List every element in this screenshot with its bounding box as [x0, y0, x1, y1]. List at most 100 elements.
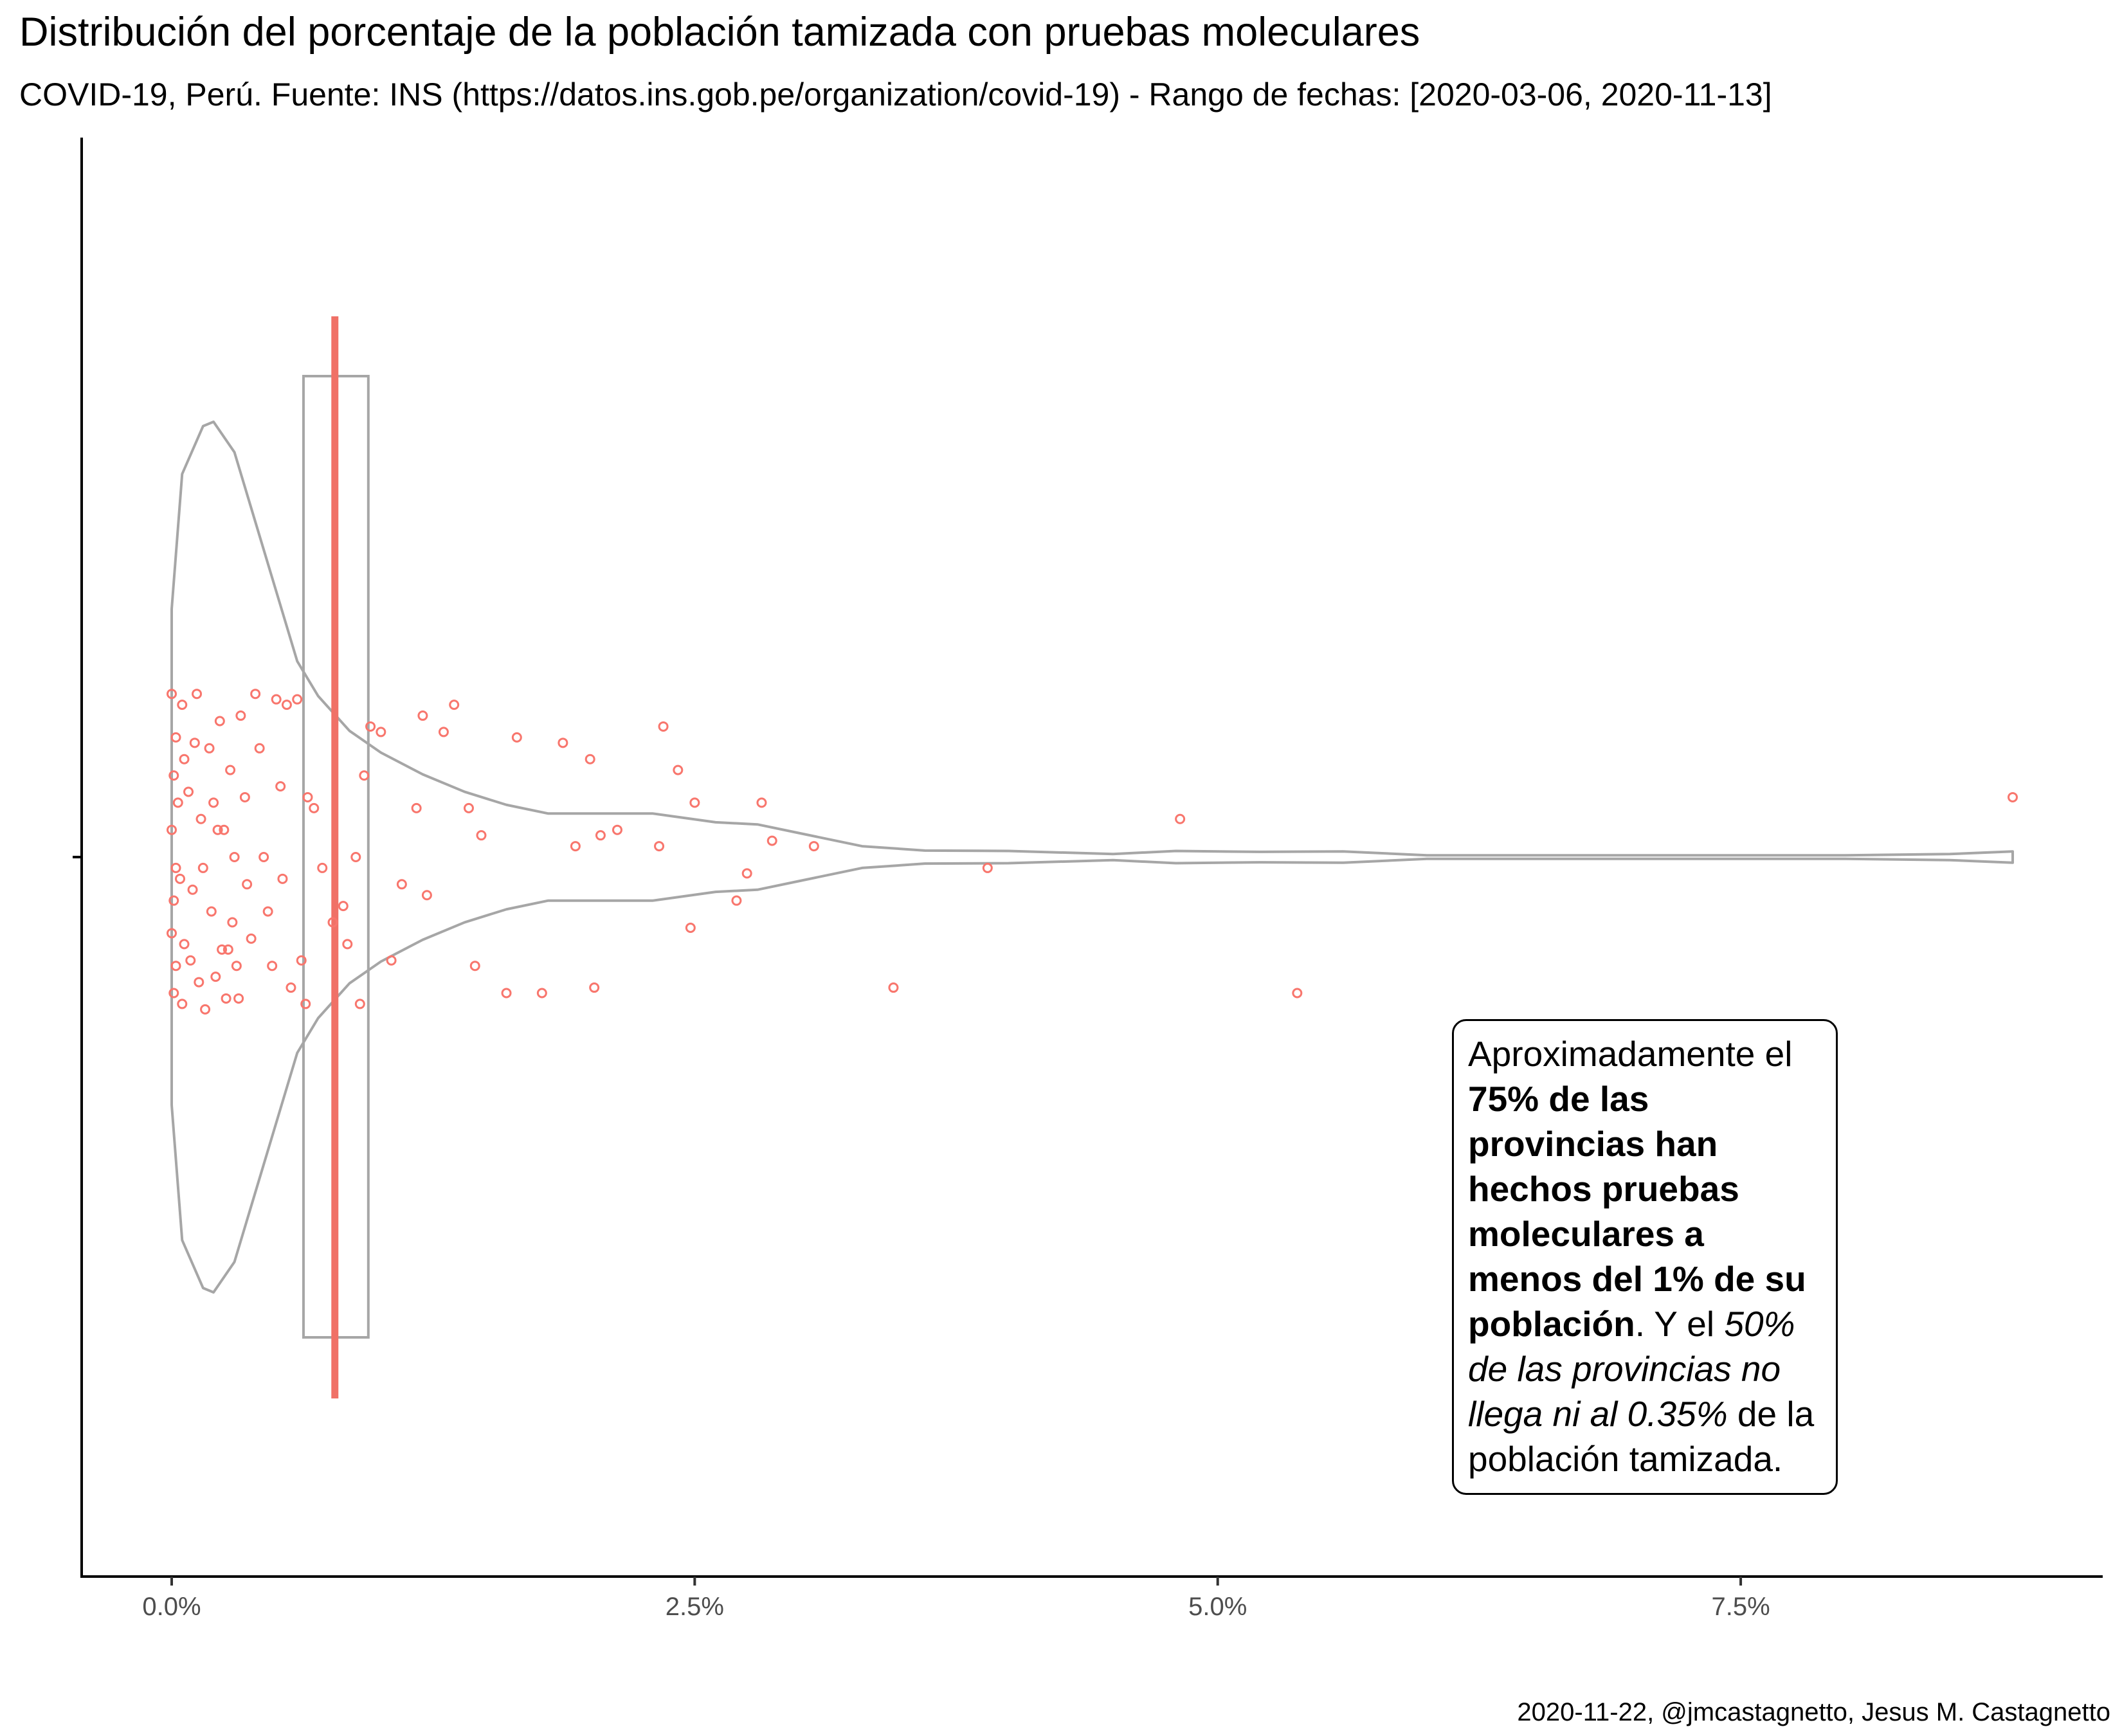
chart-subtitle: COVID-19, Perú. Fuente: INS (https://dat… [19, 77, 1772, 113]
data-point [172, 797, 183, 808]
data-point [286, 982, 296, 993]
data-point [2008, 791, 2018, 802]
x-tick-label: 0.0% [142, 1593, 201, 1621]
data-point [476, 830, 487, 841]
data-point [421, 890, 432, 901]
data-point [309, 802, 320, 813]
data-point [179, 754, 190, 764]
data-point [189, 737, 200, 748]
data-point [197, 862, 208, 873]
data-point [386, 955, 397, 966]
data-point [242, 879, 253, 890]
data-point [258, 852, 269, 862]
data-point [438, 727, 449, 737]
chart-caption: 2020-11-22, @jmcastagnetto, Jesus M. Cas… [1517, 1698, 2110, 1726]
annotation-text: Aproximadamente el [1468, 1034, 1793, 1074]
data-point [170, 961, 181, 972]
data-point [185, 955, 196, 966]
data-point [982, 862, 993, 873]
data-point [731, 895, 742, 906]
data-point [217, 944, 228, 955]
data-point [302, 791, 313, 802]
data-point [168, 895, 179, 906]
data-point [756, 797, 767, 808]
data-point [281, 700, 292, 710]
data-point [589, 982, 600, 993]
data-point [595, 830, 606, 841]
data-point [221, 993, 231, 1004]
data-point [511, 732, 522, 743]
data-point [222, 944, 233, 955]
data-point [175, 873, 186, 884]
axes: 0.0% 2.5% 5.0% 7.5% [73, 138, 2103, 1621]
data-point [292, 694, 303, 705]
data-point [1292, 988, 1303, 999]
data-point [177, 999, 188, 1009]
data-point [262, 906, 273, 917]
data-point [359, 770, 370, 781]
data-point [183, 786, 194, 797]
data-point [200, 1004, 211, 1015]
data-point [227, 917, 238, 928]
data-point [411, 802, 422, 813]
data-point [204, 743, 215, 754]
data-point [235, 710, 246, 721]
data-point [212, 824, 223, 835]
data-point [246, 933, 257, 944]
annotation-text-mid: . Y el [1635, 1304, 1715, 1344]
data-point [192, 689, 203, 700]
data-point [225, 764, 236, 775]
violin-layer [170, 420, 2014, 1294]
data-point [168, 988, 179, 999]
data-point [210, 972, 221, 982]
data-point [469, 961, 480, 972]
chart-title: Distribución del porcentaje de la poblac… [19, 10, 1420, 55]
data-point [177, 700, 188, 710]
data-point [214, 716, 225, 727]
data-point [327, 917, 338, 928]
data-point [463, 802, 474, 813]
data-point [396, 879, 407, 890]
data-point [888, 982, 899, 993]
data-point [612, 824, 622, 835]
data-point [689, 797, 700, 808]
data-point [167, 689, 177, 700]
data-point [170, 732, 181, 743]
data-point [685, 922, 696, 933]
data-point [167, 928, 177, 939]
data-point [231, 961, 242, 972]
data-point [558, 737, 568, 748]
data-point [501, 988, 512, 999]
data-point [254, 743, 265, 754]
annotation-italic-text: 50% de las provincias no llega ni al 0.3… [1468, 1304, 1795, 1434]
data-point [167, 824, 177, 835]
data-point [741, 868, 752, 879]
data-point [195, 813, 206, 824]
data-point [536, 988, 547, 999]
data-point [187, 884, 198, 895]
data-point [277, 873, 288, 884]
data-point [449, 700, 460, 710]
data-point [417, 710, 428, 721]
data-point [1175, 813, 1186, 824]
data-point [275, 781, 286, 792]
x-tick-label: 7.5% [1711, 1593, 1770, 1621]
data-point [338, 901, 349, 912]
data-point [208, 797, 219, 808]
data-point [585, 754, 595, 764]
x-tick-label: 5.0% [1188, 1593, 1247, 1621]
data-point [808, 841, 819, 852]
boxplot [302, 316, 370, 1398]
points-layer [167, 689, 2018, 1015]
x-tick-label: 2.5% [666, 1593, 724, 1621]
data-point [350, 852, 361, 862]
annotation-text-end: de la población tamizada. [1468, 1394, 1815, 1479]
data-point [365, 721, 376, 732]
data-point [219, 824, 230, 835]
data-point [570, 841, 581, 852]
data-point [658, 721, 669, 732]
annotation-box: Aproximadamente el 75% de las provincias… [1452, 1019, 1838, 1495]
violin-outline [170, 420, 2014, 1294]
data-point [233, 993, 244, 1004]
